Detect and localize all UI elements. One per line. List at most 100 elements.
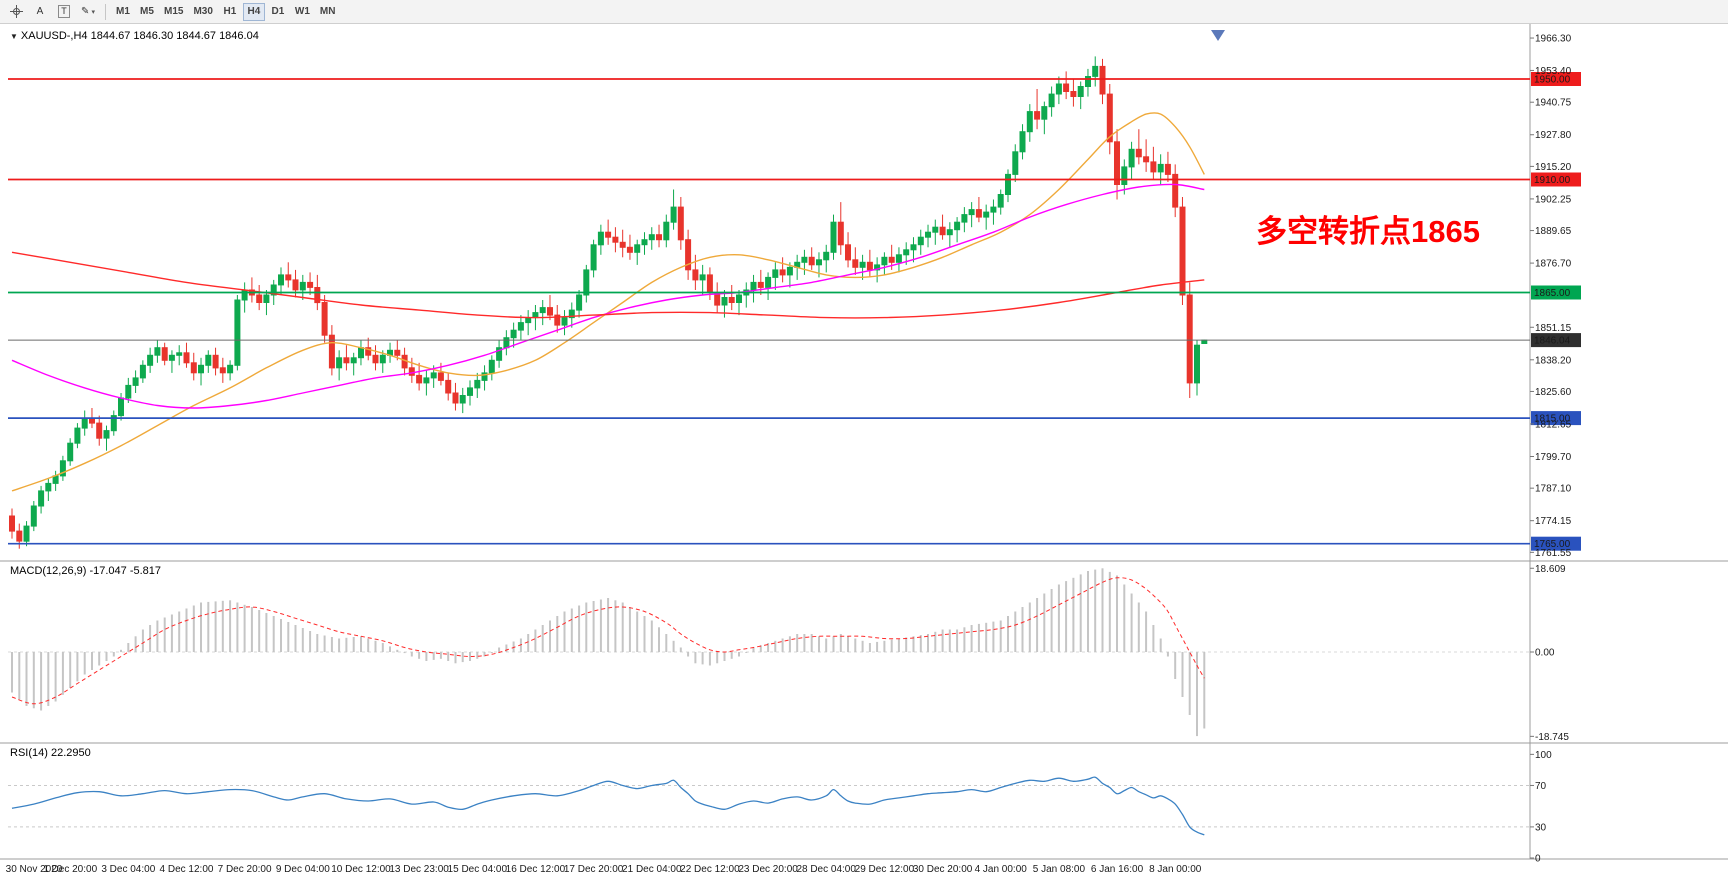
candle-body (525, 317, 532, 324)
timeframe-m15-button[interactable]: M15 (164, 6, 184, 17)
candle-body (736, 294, 742, 303)
candle-body (852, 259, 859, 268)
macd-histogram-bar (389, 646, 391, 652)
macd-histogram-bar (832, 636, 835, 653)
candle-body (888, 256, 895, 263)
candle-body (1019, 131, 1026, 153)
candle-body (1077, 86, 1084, 97)
macd-tick-label: -18.745 (1535, 732, 1569, 743)
macd-histogram-bar (330, 637, 333, 652)
macd-histogram-bar (730, 652, 733, 659)
timeframe-w1-button[interactable]: W1 (294, 6, 310, 17)
candle-body (81, 417, 88, 429)
macd-histogram-bar (723, 652, 726, 661)
macd-histogram-bar (883, 640, 886, 653)
price-badge (1531, 285, 1581, 300)
macd-histogram-bar (1014, 611, 1017, 652)
candle-body (328, 334, 335, 369)
candle-body (488, 359, 495, 374)
shift-marker-icon[interactable] (1211, 30, 1225, 41)
macd-histogram-bar (61, 652, 64, 695)
candle-body (859, 261, 866, 268)
rsi-tick-label: 100 (1535, 750, 1552, 761)
macd-histogram-bar (418, 652, 421, 659)
text-label-tool-button[interactable]: A (29, 3, 51, 21)
macd-histogram-bar (759, 645, 762, 653)
timeframe-m5-button[interactable]: M5 (140, 6, 154, 17)
candle-body (358, 347, 364, 359)
candle-body (881, 256, 888, 266)
macd-histogram-bar (977, 623, 980, 652)
candle-body (997, 194, 1004, 208)
price-badge-label: 1865.00 (1534, 288, 1571, 299)
time-axis-label: 30 Dec 20:00 (913, 864, 973, 875)
price-tick-label: 1812.65 (1535, 420, 1572, 431)
collapse-triangle-icon[interactable]: ▼ (10, 32, 18, 41)
candle-body (190, 362, 197, 374)
timeframe-m30-button[interactable]: M30 (193, 6, 213, 17)
macd-histogram-bar (83, 652, 86, 675)
candle-body (437, 372, 444, 381)
candle-body (416, 374, 423, 384)
price-tick-label: 1927.80 (1535, 130, 1572, 141)
macd-histogram-bar (134, 636, 137, 653)
text-tool-icon: T (58, 5, 70, 18)
macd-histogram-bar (425, 652, 428, 661)
crosshair-tool-button[interactable] (5, 3, 27, 21)
price-axis[interactable] (1530, 24, 1728, 859)
candle-body (816, 259, 822, 266)
candle-body (721, 297, 728, 306)
macd-histogram-bar (360, 636, 362, 653)
candle-body (510, 329, 517, 339)
macd-histogram-bar (672, 640, 675, 653)
candle-body (263, 294, 270, 303)
candle-body (765, 276, 772, 288)
timeframe-mn-button[interactable]: MN (319, 6, 336, 17)
time-axis-label: 17 Dec 20:00 (564, 864, 624, 875)
macd-histogram-bar (1050, 589, 1053, 652)
timeframe-h1-button[interactable]: H1 (223, 6, 237, 17)
candle-body (256, 294, 263, 303)
text-tool-button[interactable]: T (53, 3, 75, 21)
macd-histogram-bar (941, 629, 944, 652)
candle-body (307, 281, 314, 288)
macd-histogram-bar (432, 652, 435, 660)
time-axis-label: 6 Jan 16:00 (1091, 864, 1144, 875)
macd-histogram-bar (839, 634, 842, 652)
candle-body (845, 244, 851, 261)
candle-body (677, 206, 684, 241)
macd-histogram-bar (120, 649, 122, 653)
macd-histogram-bar (1188, 652, 1191, 715)
timeframe-d1-button[interactable]: D1 (271, 6, 285, 17)
candle-body (496, 347, 503, 361)
candle-body (474, 379, 481, 389)
timeframe-m1-button[interactable]: M1 (116, 6, 130, 17)
ma-mid-magenta-line (11, 183, 1205, 409)
candle-body (292, 279, 299, 291)
candle-body (379, 354, 386, 364)
time-axis[interactable] (0, 859, 1728, 891)
macd-histogram-bar (454, 652, 457, 664)
candle-body (96, 422, 103, 439)
timeframe-h4-button[interactable]: H4 (242, 2, 265, 21)
annotation-text[interactable]: 多空转折点1865 (1256, 214, 1480, 249)
candle-body (597, 231, 604, 246)
time-axis-label: 16 Dec 12:00 (506, 864, 566, 875)
candle-body (45, 482, 52, 492)
candle-body (939, 226, 946, 236)
macd-histogram-bar (301, 628, 304, 652)
candle-body (1005, 173, 1011, 195)
time-axis-label: 23 Dec 20:00 (738, 864, 798, 875)
price-badge-label: 1765.00 (1534, 539, 1571, 550)
macd-histogram-bar (490, 652, 493, 653)
candle-body (568, 309, 575, 319)
candle-body (270, 284, 277, 296)
macd-histogram-bar (309, 631, 312, 652)
macd-histogram-bar (810, 634, 813, 652)
candle-body (648, 234, 655, 241)
shapes-tool-button[interactable]: ✎ ▾ (77, 3, 99, 21)
candle-body (227, 364, 234, 374)
candle-body (1034, 111, 1041, 120)
candle-body (1099, 65, 1106, 95)
